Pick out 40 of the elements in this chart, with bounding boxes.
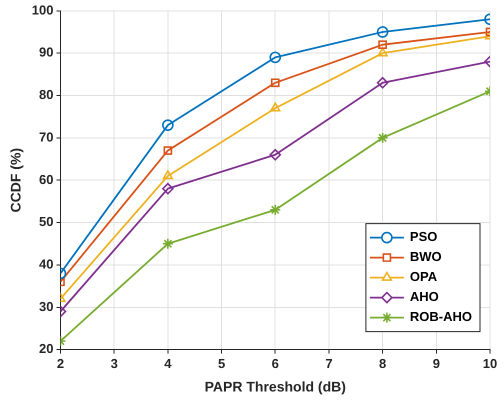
y-tick-label: 30 xyxy=(39,298,54,314)
point xyxy=(162,170,173,180)
point xyxy=(270,102,280,112)
x-tick-label: 2 xyxy=(56,356,64,371)
y-tick-label: 50 xyxy=(39,214,54,230)
x-tick-label: 6 xyxy=(272,356,279,371)
point xyxy=(164,146,172,155)
point xyxy=(162,182,174,194)
x-tick-label: 7 xyxy=(325,356,333,371)
y-tick-label: 20 xyxy=(39,341,54,356)
x-tick-label: 5 xyxy=(218,356,226,371)
legend-label: OPA xyxy=(410,269,438,284)
point xyxy=(269,148,282,161)
y-axis-title: CCDF (%) xyxy=(7,148,24,212)
y-tick-label: 60 xyxy=(39,172,54,187)
point xyxy=(162,238,174,250)
x-tick-label: 4 xyxy=(164,356,172,371)
legend-label: AHO xyxy=(410,289,439,304)
x-axis-title: PAPR Threshold (dB) xyxy=(204,378,346,394)
x-tick-label: 10 xyxy=(482,356,498,371)
x-tick-label: 8 xyxy=(379,356,386,371)
point xyxy=(376,26,388,38)
y-tick-label: 70 xyxy=(39,129,54,144)
point xyxy=(269,204,282,216)
y-tick-label: 100 xyxy=(32,2,54,18)
y-tick-label: 90 xyxy=(39,44,54,60)
point xyxy=(378,40,387,50)
x-tick-label: 9 xyxy=(432,356,440,371)
point xyxy=(376,132,388,144)
legend-label: PSO xyxy=(410,229,438,244)
x-tick-label: 3 xyxy=(110,356,118,371)
legend-label: BWO xyxy=(410,249,442,264)
point xyxy=(270,78,280,88)
point xyxy=(376,76,388,89)
point xyxy=(162,119,174,131)
point xyxy=(377,47,388,56)
y-tick-label: 80 xyxy=(39,87,54,102)
point xyxy=(269,52,282,64)
y-tick-label: 40 xyxy=(39,256,54,272)
legend-label: ROB-AHO xyxy=(410,309,472,324)
